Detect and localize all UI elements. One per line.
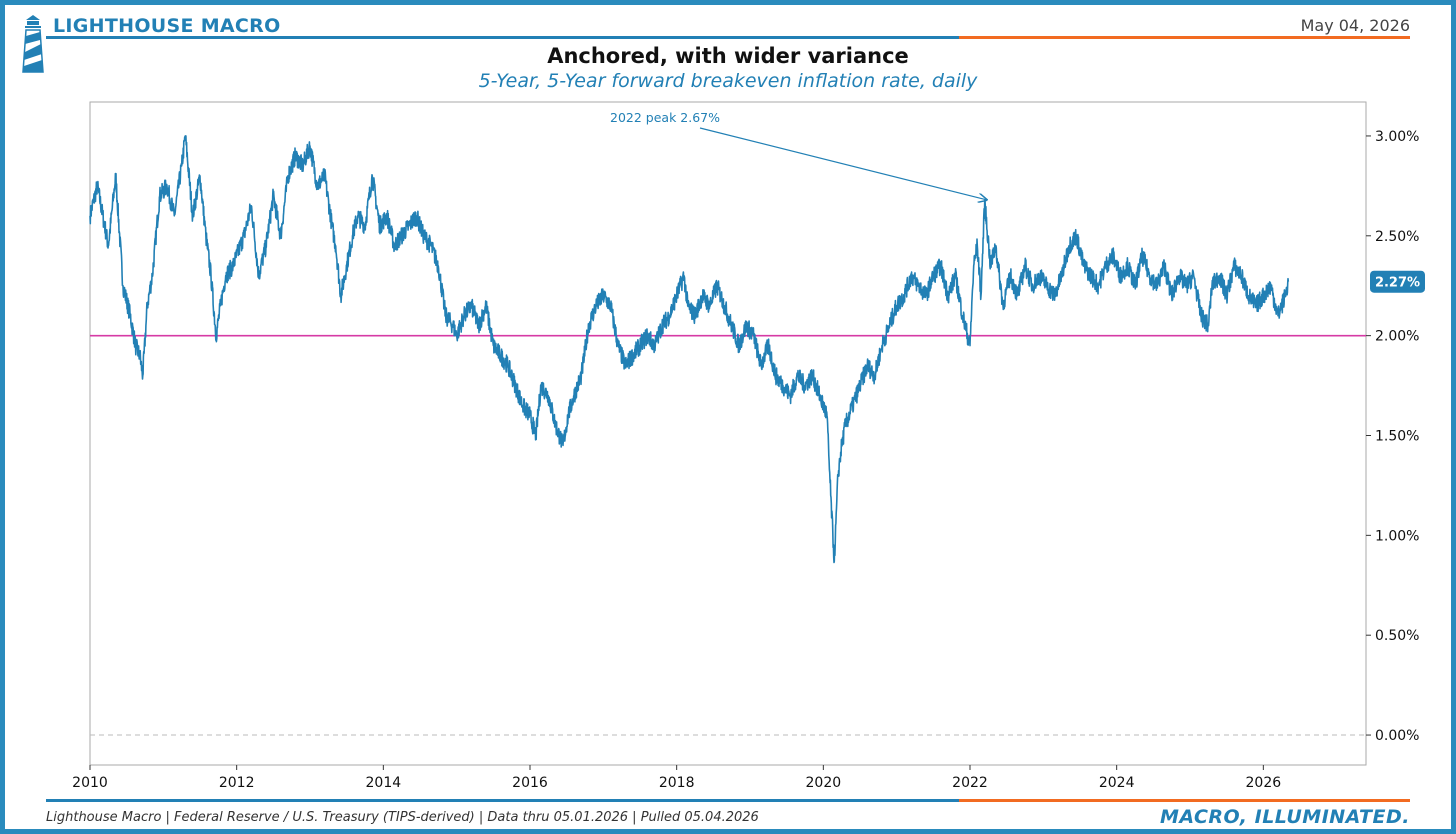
x-tick-label: 2014 — [366, 775, 402, 791]
last-value-label: 2.27% — [1375, 276, 1420, 291]
footer-tagline: MACRO, ILLUMINATED. — [1159, 806, 1410, 828]
peak-annotation-arrow — [699, 127, 987, 200]
y-tick-label: 0.00% — [1375, 728, 1419, 744]
y-tick-label: 3.00% — [1375, 129, 1419, 145]
x-tick-label: 2010 — [72, 775, 108, 791]
y-tick-label: 2.00% — [1375, 329, 1419, 345]
x-tick-label: 2020 — [806, 775, 842, 791]
y-tick-label: 1.00% — [1375, 528, 1419, 544]
x-tick-label: 2026 — [1246, 775, 1282, 791]
x-tick-label: 2022 — [952, 775, 988, 791]
y-tick-label: 2.50% — [1375, 229, 1419, 245]
y-tick-label: 1.50% — [1375, 428, 1419, 444]
x-tick-label: 2016 — [512, 775, 548, 791]
header-date: May 04, 2026 — [1300, 16, 1410, 35]
series-line — [89, 135, 1290, 564]
header-rule-blue — [46, 36, 959, 39]
x-tick-label: 2024 — [1099, 775, 1135, 791]
chart-title: Anchored, with wider variance — [547, 44, 909, 68]
lighthouse-icon — [22, 15, 44, 73]
y-tick-label: 0.50% — [1375, 628, 1419, 644]
header-rule-orange — [959, 36, 1410, 39]
footer-rule-orange — [959, 799, 1410, 802]
x-tick-label: 2012 — [219, 775, 255, 791]
footer-rule-blue — [46, 799, 959, 802]
footer-source: Lighthouse Macro | Federal Reserve / U.S… — [46, 810, 759, 825]
chart-subtitle: 5-Year, 5-Year forward breakeven inflati… — [478, 70, 978, 92]
plot-frame — [89, 101, 1367, 766]
x-tick-label: 2018 — [659, 775, 695, 791]
last-value-badge — [1370, 270, 1425, 293]
brand-title: LIGHTHOUSE MACRO — [53, 15, 281, 37]
peak-annotation-label: 2022 peak 2.67% — [610, 110, 720, 125]
